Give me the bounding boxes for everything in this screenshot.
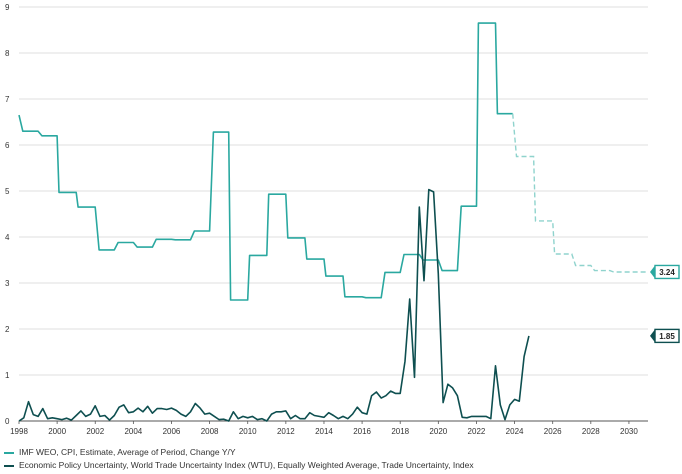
y-tick-0: 0 [5,417,10,426]
y-tick-2: 2 [5,325,10,334]
end-label-cpi-pointer [650,265,655,279]
x-tick-2016: 2016 [353,427,371,436]
x-tick-2010: 2010 [239,427,257,436]
x-tick-2002: 2002 [86,427,104,436]
x-tick-1998: 1998 [10,427,28,436]
x-tick-2000: 2000 [48,427,66,436]
y-tick-1: 1 [5,371,10,380]
y-tick-3: 3 [5,279,10,288]
y-tick-8: 8 [5,49,10,58]
x-tick-2028: 2028 [582,427,600,436]
end-label-wtu-box [654,328,680,344]
x-tick-2026: 2026 [544,427,562,436]
y-tick-5: 5 [5,187,10,196]
legend-label-cpi: IMF WEO, CPI, Estimate, Average of Perio… [19,447,236,457]
legend-label-wtu: Economic Policy Uncertainty, World Trade… [19,460,474,470]
grid-lines [18,6,648,424]
x-tick-2004: 2004 [124,427,142,436]
end-label-cpi-text: 3.24 [659,268,675,277]
end-label-wtu-pointer [650,329,655,343]
legend-item-wtu: Economic Policy Uncertainty, World Trade… [4,459,474,472]
legend-swatch-wtu [4,464,14,467]
x-tick-2022: 2022 [468,427,486,436]
x-tick-2030: 2030 [620,427,638,436]
end-label-wtu-text: 1.85 [659,332,675,341]
x-tick-2012: 2012 [277,427,295,436]
y-tick-7: 7 [5,95,10,104]
x-tick-2020: 2020 [429,427,447,436]
y-tick-labels: 0 1 2 3 4 5 6 7 8 9 [5,3,10,426]
x-tick-2024: 2024 [506,427,524,436]
x-tick-2008: 2008 [201,427,219,436]
x-tick-labels: 1998 2000 2002 2004 2006 2008 2010 2012 2014 2016… [10,427,638,436]
legend: IMF WEO, CPI, Estimate, Average of Perio… [4,446,474,472]
x-tick-2014: 2014 [315,427,333,436]
y-tick-4: 4 [5,233,10,242]
y-tick-9: 9 [5,3,10,12]
legend-item-cpi: IMF WEO, CPI, Estimate, Average of Perio… [4,446,474,459]
series-line-cpi-projection [512,113,648,273]
legend-swatch-cpi [4,451,14,454]
end-labels: 3.24 1.85 [650,264,680,344]
x-tick-2006: 2006 [163,427,181,436]
x-tick-2018: 2018 [391,427,409,436]
series-line-wtu [18,188,530,422]
end-label-cpi-box [654,264,680,280]
series-line-cpi [18,22,513,301]
series-layer [18,22,648,422]
y-tick-6: 6 [5,141,10,150]
